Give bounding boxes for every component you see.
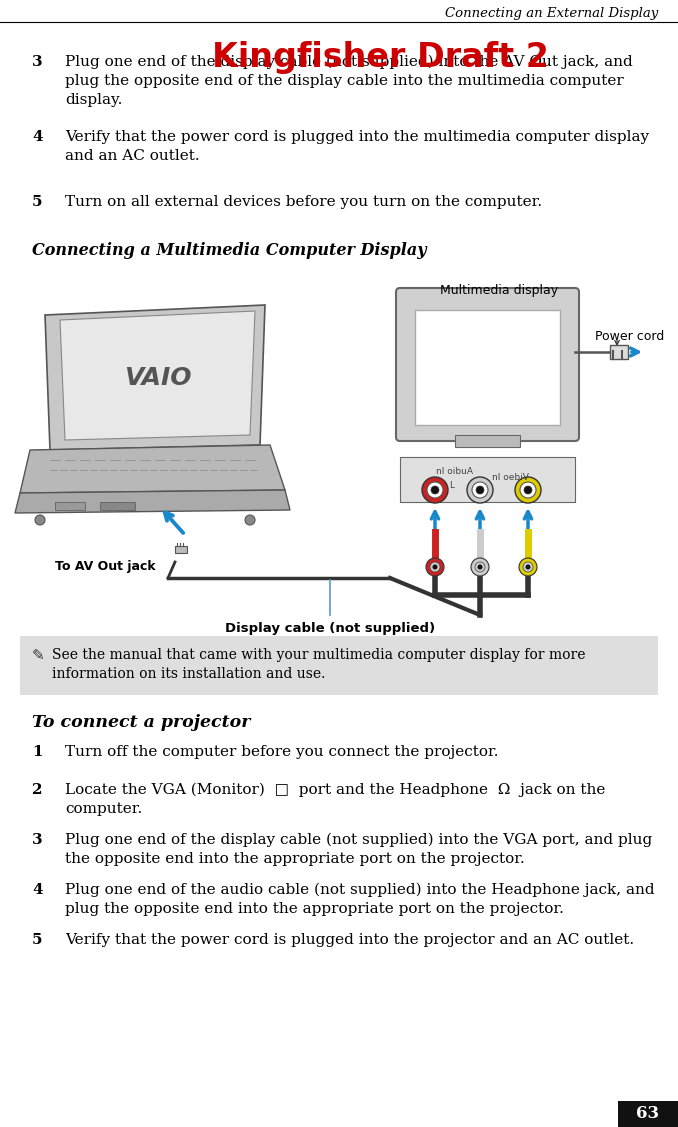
Circle shape bbox=[525, 565, 530, 569]
Text: R: R bbox=[432, 480, 438, 489]
Text: Plug one end of the display cable (not supplied) into the VGA port, and plug
the: Plug one end of the display cable (not s… bbox=[65, 833, 652, 867]
Text: 3: 3 bbox=[32, 833, 43, 848]
Text: VAIO: VAIO bbox=[124, 366, 192, 390]
Bar bbox=[55, 502, 85, 511]
Circle shape bbox=[524, 486, 532, 494]
Bar bbox=[400, 458, 575, 502]
Circle shape bbox=[523, 562, 533, 573]
Circle shape bbox=[475, 562, 485, 573]
FancyBboxPatch shape bbox=[396, 289, 579, 441]
Polygon shape bbox=[60, 311, 255, 440]
Bar bbox=[455, 435, 520, 447]
Circle shape bbox=[477, 565, 483, 569]
Text: 5: 5 bbox=[32, 195, 43, 208]
Text: Display cable (not supplied): Display cable (not supplied) bbox=[225, 622, 435, 635]
Circle shape bbox=[35, 515, 45, 525]
Circle shape bbox=[245, 515, 255, 525]
Polygon shape bbox=[20, 445, 285, 492]
Text: 1: 1 bbox=[32, 745, 43, 758]
Text: 4: 4 bbox=[32, 882, 43, 897]
Bar bbox=[618, 1101, 678, 1127]
Bar bbox=[20, 636, 658, 695]
Text: To connect a projector: To connect a projector bbox=[32, 715, 250, 731]
Text: L: L bbox=[450, 480, 454, 489]
Text: nl oebiV: nl oebiV bbox=[492, 472, 528, 481]
Text: 3: 3 bbox=[32, 55, 43, 69]
Text: Kingfisher Draft 2: Kingfisher Draft 2 bbox=[212, 42, 549, 74]
Circle shape bbox=[471, 558, 489, 576]
Bar bbox=[415, 310, 560, 425]
Text: ✎: ✎ bbox=[32, 648, 45, 663]
Text: 2: 2 bbox=[32, 783, 43, 797]
Circle shape bbox=[520, 482, 536, 498]
Text: To AV Out jack: To AV Out jack bbox=[55, 560, 156, 573]
Circle shape bbox=[433, 565, 437, 569]
Polygon shape bbox=[15, 490, 290, 513]
Circle shape bbox=[427, 482, 443, 498]
Text: Connecting a Multimedia Computer Display: Connecting a Multimedia Computer Display bbox=[32, 242, 426, 259]
Text: Verify that the power cord is plugged into the multimedia computer display
and a: Verify that the power cord is plugged in… bbox=[65, 130, 649, 163]
Circle shape bbox=[426, 558, 444, 576]
Polygon shape bbox=[45, 305, 265, 450]
Text: Power cord: Power cord bbox=[595, 330, 664, 343]
Circle shape bbox=[476, 486, 484, 494]
Text: Locate the VGA (Monitor)  □  port and the Headphone  Ω  jack on the
computer.: Locate the VGA (Monitor) □ port and the … bbox=[65, 783, 605, 816]
Circle shape bbox=[515, 477, 541, 503]
Circle shape bbox=[431, 486, 439, 494]
Text: Verify that the power cord is plugged into the projector and an AC outlet.: Verify that the power cord is plugged in… bbox=[65, 933, 634, 947]
Text: Multimedia display: Multimedia display bbox=[440, 284, 558, 298]
Text: Turn off the computer before you connect the projector.: Turn off the computer before you connect… bbox=[65, 745, 498, 758]
Text: 5: 5 bbox=[32, 933, 43, 947]
Text: 4: 4 bbox=[32, 130, 43, 144]
Bar bbox=[100, 502, 135, 511]
Bar bbox=[175, 545, 187, 553]
Text: Turn on all external devices before you turn on the computer.: Turn on all external devices before you … bbox=[65, 195, 542, 208]
Circle shape bbox=[430, 562, 440, 573]
Text: nl oibuA: nl oibuA bbox=[437, 468, 473, 477]
Circle shape bbox=[467, 477, 493, 503]
Bar bbox=[610, 345, 628, 360]
Text: See the manual that came with your multimedia computer display for more
informat: See the manual that came with your multi… bbox=[52, 648, 586, 682]
Text: Plug one end of the display cable (not supplied) into the AV Out jack, and
plug : Plug one end of the display cable (not s… bbox=[65, 55, 633, 107]
Text: Connecting an External Display: Connecting an External Display bbox=[445, 7, 658, 19]
Circle shape bbox=[472, 482, 488, 498]
Text: Plug one end of the audio cable (not supplied) into the Headphone jack, and
plug: Plug one end of the audio cable (not sup… bbox=[65, 882, 655, 916]
Circle shape bbox=[519, 558, 537, 576]
Text: 63: 63 bbox=[637, 1106, 660, 1122]
Circle shape bbox=[422, 477, 448, 503]
